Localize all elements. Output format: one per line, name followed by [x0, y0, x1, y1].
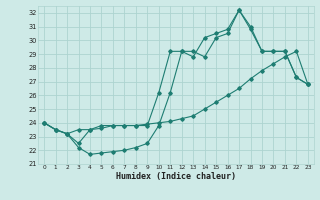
X-axis label: Humidex (Indice chaleur): Humidex (Indice chaleur): [116, 172, 236, 181]
